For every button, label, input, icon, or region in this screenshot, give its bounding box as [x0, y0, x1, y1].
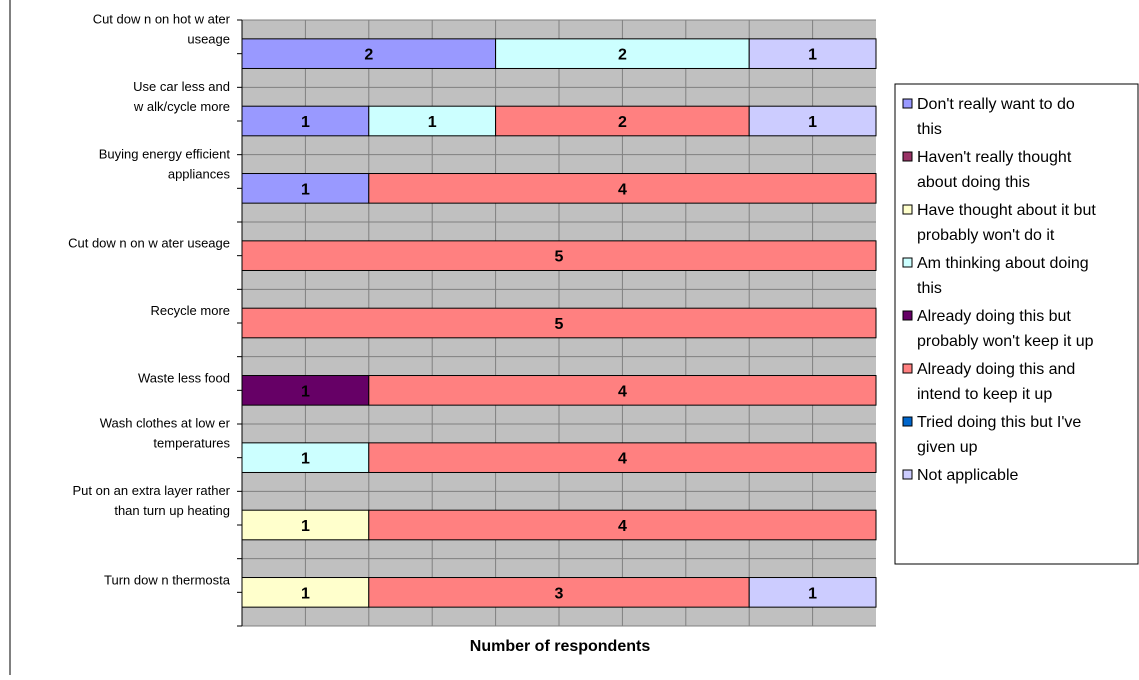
legend-swatch [902, 151, 913, 162]
data-label: 2 [364, 47, 373, 64]
legend-label: Have thought about it but probably won't … [917, 202, 1096, 244]
bar-segment [241, 105, 370, 137]
category-label: Waste less food [138, 370, 230, 385]
category-label: Cut dow n on hot w ater useage [93, 12, 231, 47]
bar-segment [748, 38, 877, 69]
x-axis-label: Number of respondents [470, 638, 651, 655]
bar-segment [368, 577, 750, 608]
legend-swatch [902, 98, 913, 109]
data-label: 4 [618, 383, 627, 400]
legend-label: Already doing this but probably won't kee… [917, 308, 1094, 350]
data-label: 1 [301, 383, 310, 400]
bar-segment [368, 173, 877, 204]
legend-swatch [902, 257, 913, 268]
data-label: 1 [301, 518, 310, 535]
data-label: 4 [618, 518, 627, 535]
legend-label: Don't really want to do this [917, 96, 1075, 138]
legend-swatch [902, 204, 913, 215]
bar-segment [368, 442, 877, 473]
legend-swatch [902, 363, 913, 374]
bar-segment [495, 105, 750, 137]
category-label: Turn dow n thermosta [104, 572, 231, 587]
legend-label: Already doing this and intend to keep it … [917, 361, 1075, 403]
legend-box [894, 83, 1139, 565]
category-label: Buying energy efficient appliances [99, 146, 231, 181]
category-label: Wash clothes at low er temperatures [100, 416, 231, 451]
legend-label: Not applicable [917, 467, 1019, 484]
category-label: Recycle more [151, 303, 230, 318]
bar-segment [241, 240, 877, 271]
bar-segment [368, 509, 877, 541]
bar-segment [495, 38, 750, 69]
data-label: 2 [618, 114, 627, 131]
data-label: 1 [301, 181, 310, 198]
data-label: 1 [301, 451, 310, 468]
legend-label: Am thinking about doing this [917, 255, 1089, 297]
legend: Don't really want to do this Haven't reall… [894, 83, 1139, 565]
bars: 2 2 1 1 1 2 1 1 4 5 5 1 4 1 4 1 4 1 3 1 [241, 38, 877, 608]
bar-segment [368, 105, 497, 137]
bar-segment [241, 38, 497, 69]
bar-segment [368, 375, 877, 406]
bar-segment [241, 173, 370, 204]
data-label: 5 [555, 316, 564, 333]
data-label: 1 [808, 585, 817, 602]
data-label: 1 [301, 114, 310, 131]
data-label: 2 [618, 47, 627, 64]
category-label: Use car less and w alk/cycle more [133, 79, 230, 114]
category-label: Put on an extra layer rather than turn up… [72, 483, 230, 518]
data-label: 1 [808, 114, 817, 131]
data-label: 1 [428, 114, 437, 131]
legend-label: Tried doing this but I've given up [917, 414, 1081, 456]
legend-swatch [902, 469, 913, 480]
data-label: 4 [618, 451, 627, 468]
data-label: 5 [555, 249, 564, 266]
bar-segment [748, 105, 877, 137]
data-label: 3 [555, 585, 564, 602]
data-label: 1 [301, 585, 310, 602]
legend-swatch [902, 416, 913, 427]
bar-segment [241, 307, 877, 339]
data-label: 4 [618, 181, 627, 198]
bar-segment [748, 577, 877, 608]
bar-segment [241, 509, 370, 541]
legend-label: Haven't really thought about doing this [917, 149, 1072, 191]
legend-swatch [902, 310, 913, 321]
data-label: 1 [808, 47, 817, 64]
category-label: Cut dow n on w ater useage [68, 236, 230, 251]
category-labels: Cut dow n on hot w ater useage Use car les… [68, 12, 231, 588]
